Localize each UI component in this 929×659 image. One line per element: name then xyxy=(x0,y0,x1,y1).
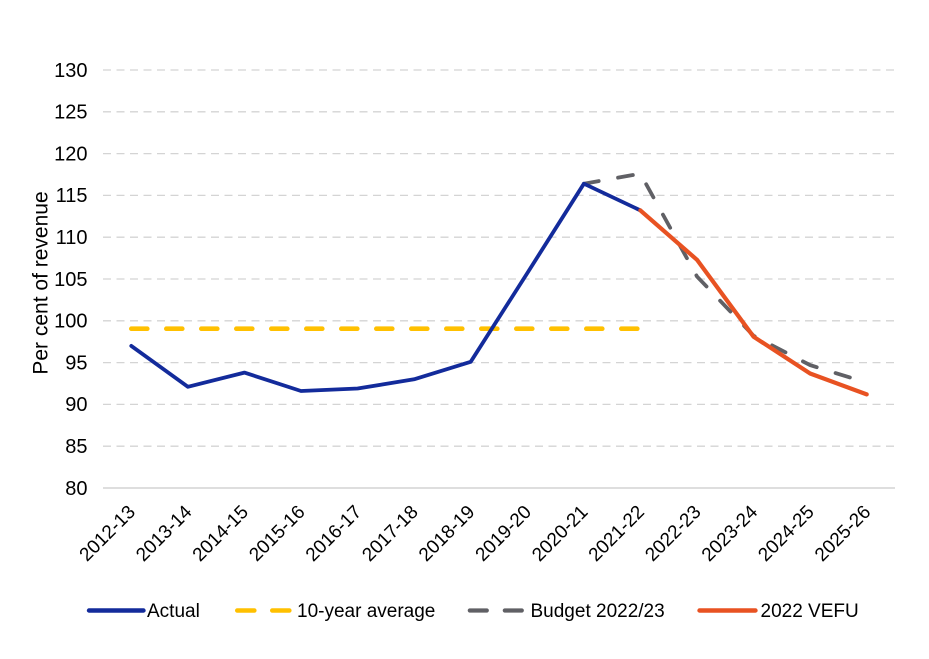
svg-text:2017-18: 2017-18 xyxy=(358,502,422,566)
svg-text:120: 120 xyxy=(54,143,87,165)
svg-text:2016-17: 2016-17 xyxy=(302,502,366,566)
svg-text:110: 110 xyxy=(56,227,88,249)
svg-text:2025-26: 2025-26 xyxy=(811,502,875,566)
svg-text:2019-20: 2019-20 xyxy=(472,502,536,566)
svg-text:80: 80 xyxy=(65,478,87,500)
svg-text:2018-19: 2018-19 xyxy=(415,502,479,566)
svg-text:125: 125 xyxy=(54,102,87,124)
svg-text:2024-25: 2024-25 xyxy=(754,502,818,566)
svg-text:95: 95 xyxy=(65,352,87,374)
svg-text:Actual: Actual xyxy=(147,601,200,622)
svg-text:2022 VEFU: 2022 VEFU xyxy=(761,601,859,622)
svg-text:10-year average: 10-year average xyxy=(297,601,435,622)
svg-text:105: 105 xyxy=(54,269,87,291)
svg-text:2013-14: 2013-14 xyxy=(132,501,196,565)
svg-text:2021-22: 2021-22 xyxy=(585,502,649,566)
svg-text:85: 85 xyxy=(65,436,87,458)
svg-text:115: 115 xyxy=(56,185,88,207)
svg-text:2012-13: 2012-13 xyxy=(76,502,140,566)
svg-text:90: 90 xyxy=(65,394,87,416)
svg-text:Budget 2022/23: Budget 2022/23 xyxy=(531,601,665,622)
svg-text:2014-15: 2014-15 xyxy=(189,502,253,566)
svg-text:100: 100 xyxy=(54,311,87,333)
svg-text:2020-21: 2020-21 xyxy=(528,502,592,566)
svg-text:2022-23: 2022-23 xyxy=(641,502,705,566)
svg-text:2015-16: 2015-16 xyxy=(245,502,309,566)
svg-text:130: 130 xyxy=(54,60,87,82)
svg-text:2023-24: 2023-24 xyxy=(698,501,762,565)
svg-text:Per cent of revenue: Per cent of revenue xyxy=(30,191,53,374)
